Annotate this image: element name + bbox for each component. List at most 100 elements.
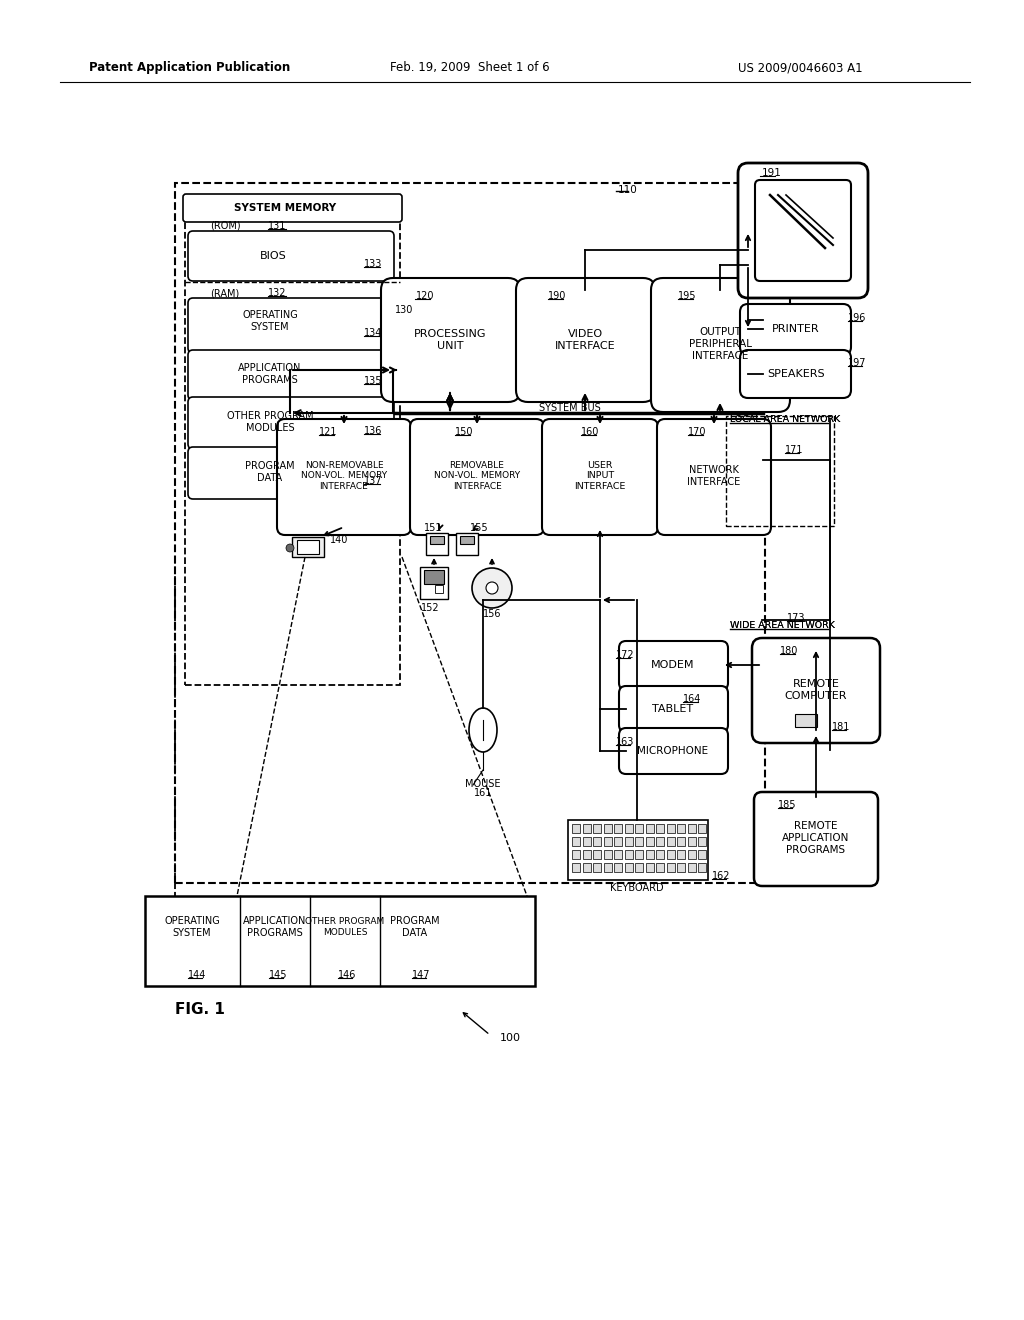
Text: KEYBOARD: KEYBOARD xyxy=(610,883,664,894)
Text: WIDE AREA NETWORK: WIDE AREA NETWORK xyxy=(730,622,835,631)
Bar xyxy=(625,837,633,846)
Bar xyxy=(426,533,449,554)
Text: 110: 110 xyxy=(618,185,638,195)
FancyBboxPatch shape xyxy=(738,162,868,298)
Bar xyxy=(572,837,580,846)
FancyBboxPatch shape xyxy=(516,279,655,403)
Text: OTHER PROGRAM
MODULES: OTHER PROGRAM MODULES xyxy=(226,412,313,433)
Text: PROCESSING
UNIT: PROCESSING UNIT xyxy=(414,329,486,351)
Bar xyxy=(625,824,633,833)
Text: BIOS: BIOS xyxy=(260,251,287,261)
FancyBboxPatch shape xyxy=(657,418,771,535)
Text: APPLICATION
PROGRAMS: APPLICATION PROGRAMS xyxy=(244,916,306,937)
Bar xyxy=(572,824,580,833)
Text: 170: 170 xyxy=(688,426,707,437)
Text: 146: 146 xyxy=(338,970,356,979)
Bar xyxy=(583,863,591,873)
Text: OUTPUT
PERIPHERAL
INTERFACE: OUTPUT PERIPHERAL INTERFACE xyxy=(688,327,752,360)
Text: 134: 134 xyxy=(364,327,382,338)
FancyBboxPatch shape xyxy=(188,397,394,449)
Text: VIDEO
INTERFACE: VIDEO INTERFACE xyxy=(555,329,615,351)
Text: 161: 161 xyxy=(474,788,493,799)
Text: NON-REMOVABLE
NON-VOL. MEMORY
INTERFACE: NON-REMOVABLE NON-VOL. MEMORY INTERFACE xyxy=(301,461,387,491)
Text: NETWORK
INTERFACE: NETWORK INTERFACE xyxy=(687,465,740,487)
Text: 100: 100 xyxy=(500,1034,521,1043)
Bar xyxy=(568,820,708,880)
FancyBboxPatch shape xyxy=(618,686,728,733)
Text: (ROM): (ROM) xyxy=(210,220,241,231)
Bar xyxy=(430,536,444,544)
Text: 147: 147 xyxy=(412,970,430,979)
Bar xyxy=(687,837,695,846)
Text: OTHER PROGRAM
MODULES: OTHER PROGRAM MODULES xyxy=(305,917,385,937)
Bar xyxy=(635,824,643,833)
Text: SYSTEM BUS: SYSTEM BUS xyxy=(539,403,601,413)
Text: 140: 140 xyxy=(330,535,348,545)
FancyBboxPatch shape xyxy=(188,298,394,352)
Text: 144: 144 xyxy=(188,970,207,979)
Bar xyxy=(645,863,653,873)
Bar xyxy=(593,837,601,846)
Text: Feb. 19, 2009  Sheet 1 of 6: Feb. 19, 2009 Sheet 1 of 6 xyxy=(390,62,550,74)
FancyBboxPatch shape xyxy=(752,638,880,743)
Bar xyxy=(420,568,449,599)
Bar xyxy=(185,195,400,685)
Bar xyxy=(635,837,643,846)
Bar xyxy=(435,585,443,593)
FancyBboxPatch shape xyxy=(278,418,411,535)
Bar xyxy=(583,837,591,846)
Bar xyxy=(614,837,622,846)
FancyBboxPatch shape xyxy=(410,418,544,535)
Bar xyxy=(145,896,535,986)
Bar xyxy=(593,863,601,873)
Text: 164: 164 xyxy=(683,694,701,704)
Bar xyxy=(656,837,664,846)
Text: 131: 131 xyxy=(268,220,287,231)
Bar xyxy=(656,863,664,873)
Text: 145: 145 xyxy=(269,970,288,979)
Ellipse shape xyxy=(469,708,497,752)
Circle shape xyxy=(286,544,294,552)
Text: FIG. 1: FIG. 1 xyxy=(175,1002,225,1018)
Text: 191: 191 xyxy=(762,168,782,178)
Bar xyxy=(645,850,653,859)
Bar xyxy=(698,863,706,873)
Text: 136: 136 xyxy=(364,426,382,436)
Text: TABLET: TABLET xyxy=(652,704,693,714)
Text: 130: 130 xyxy=(395,305,414,315)
Bar xyxy=(625,850,633,859)
Bar xyxy=(726,416,834,525)
Text: 181: 181 xyxy=(831,722,850,733)
Text: 150: 150 xyxy=(455,426,473,437)
Bar xyxy=(656,824,664,833)
Text: APPLICATION
PROGRAMS: APPLICATION PROGRAMS xyxy=(239,363,302,385)
Bar xyxy=(625,863,633,873)
Bar xyxy=(687,824,695,833)
FancyBboxPatch shape xyxy=(755,180,851,281)
Text: (RAM): (RAM) xyxy=(210,288,240,298)
Bar xyxy=(667,824,675,833)
Bar xyxy=(656,850,664,859)
Text: 160: 160 xyxy=(581,426,599,437)
Text: US 2009/0046603 A1: US 2009/0046603 A1 xyxy=(737,62,862,74)
Bar xyxy=(603,863,611,873)
Text: 137: 137 xyxy=(364,477,383,486)
Text: 197: 197 xyxy=(848,358,866,368)
Bar xyxy=(460,536,474,544)
Text: 163: 163 xyxy=(616,737,635,747)
Bar xyxy=(698,824,706,833)
Bar xyxy=(645,837,653,846)
Text: 180: 180 xyxy=(780,645,799,656)
Bar xyxy=(795,714,817,727)
Text: 162: 162 xyxy=(712,871,730,880)
Text: MOUSE: MOUSE xyxy=(465,779,501,789)
Text: SYSTEM MEMORY: SYSTEM MEMORY xyxy=(233,203,336,213)
Text: USER
INPUT
INTERFACE: USER INPUT INTERFACE xyxy=(574,461,626,491)
Text: MICROPHONE: MICROPHONE xyxy=(637,746,709,756)
Bar xyxy=(614,850,622,859)
Bar xyxy=(603,850,611,859)
Bar xyxy=(292,537,324,557)
Bar xyxy=(667,863,675,873)
Bar xyxy=(456,533,478,554)
Bar xyxy=(614,863,622,873)
